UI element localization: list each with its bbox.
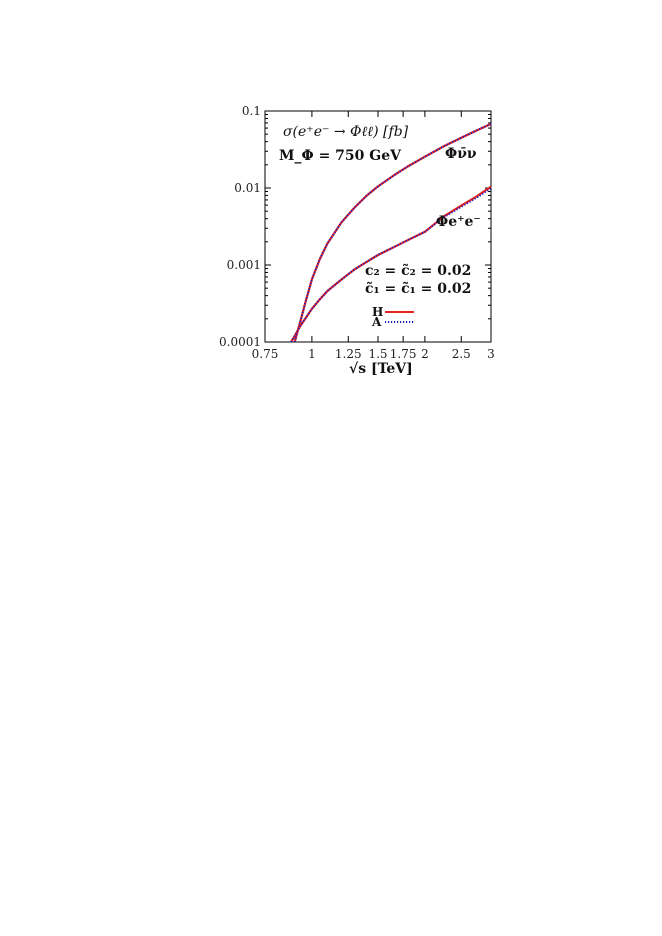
x-tick-label: 3 bbox=[487, 347, 495, 361]
chart-title: σ(e⁺e⁻ → Φℓℓ) [fb] bbox=[283, 124, 409, 140]
series-line-a-ee bbox=[290, 187, 492, 343]
coupling-line-1: c₂ = c̃₂ = 0.02 bbox=[365, 262, 471, 279]
legend-label-a: A bbox=[371, 315, 382, 329]
y-tick-label: 0.001 bbox=[227, 258, 261, 272]
x-tick-labels: 0.75 1 1.25 1.5 1.75 2 2.5 3 bbox=[252, 347, 495, 361]
x-tick-label: 1.5 bbox=[368, 347, 387, 361]
series-line-a-nu bbox=[293, 122, 492, 343]
chart-subtitle: M_Φ = 750 GeV bbox=[279, 148, 402, 164]
y-tick-label: 0.1 bbox=[242, 104, 261, 118]
x-tick-label: 1.25 bbox=[335, 347, 362, 361]
x-tick-label: 0.75 bbox=[252, 347, 279, 361]
curve-label-nu: Φν̄ν bbox=[445, 146, 477, 162]
series-lines bbox=[290, 122, 492, 343]
x-tick-label: 1 bbox=[308, 347, 316, 361]
x-tick-label: 2.5 bbox=[452, 347, 471, 361]
coupling-line-2: c̃₁ = c̃₁ = 0.02 bbox=[365, 280, 471, 297]
y-tick-labels: 0.0001 0.001 0.01 0.1 bbox=[219, 104, 261, 349]
x-axis-title: √s [TeV] bbox=[349, 361, 413, 377]
y-tick-label: 0.0001 bbox=[219, 335, 261, 349]
series-line-h-ee bbox=[290, 185, 492, 343]
x-tick-label: 1.75 bbox=[390, 347, 417, 361]
y-tick-label: 0.01 bbox=[234, 181, 261, 195]
x-tick-label: 2 bbox=[421, 347, 429, 361]
legend: H A bbox=[371, 305, 414, 329]
curve-label-ee: Φe⁺e⁻ bbox=[436, 214, 481, 230]
legend-label-h: H bbox=[372, 305, 383, 319]
